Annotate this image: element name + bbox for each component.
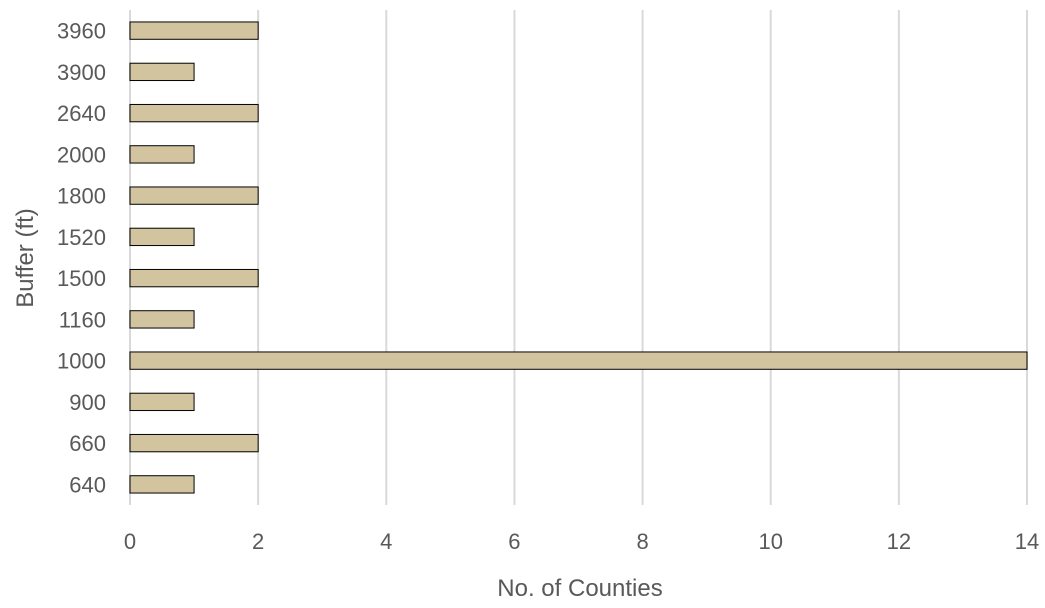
bar-1800 [129,186,259,205]
x-axis-title: No. of Counties [497,575,662,602]
bars [129,21,1028,494]
bar-640 [129,475,195,494]
y-tick-label: 1500 [57,266,106,291]
bar-1000 [129,351,1028,370]
y-tick-label: 640 [69,472,106,497]
y-tick-label: 1520 [57,225,106,250]
y-tick-label: 900 [69,390,106,415]
y-tick-label: 3900 [57,60,106,85]
bar-1160 [129,310,195,329]
x-tick-label: 8 [636,529,648,554]
bar-2640 [129,103,259,123]
x-tick-label: 2 [252,529,264,554]
x-tick-label: 6 [508,529,520,554]
y-tick-label: 1800 [57,184,106,209]
x-tick-label: 12 [887,529,911,554]
bar-3960 [129,21,259,40]
bar-1500 [129,268,259,288]
y-axis-title: Buffer (ft) [12,208,39,308]
y-tick-label: 2640 [57,101,106,126]
y-tick-label: 660 [69,431,106,456]
y-tick-label: 3960 [57,19,106,44]
bar-1520 [129,227,195,247]
x-tick-label: 10 [758,529,782,554]
y-tick-label: 1160 [59,307,106,332]
x-tick-labels: 0 2 4 6 8 10 12 14 [124,529,1039,554]
bar-660 [129,433,259,453]
y-tick-label: 1000 [57,349,106,374]
gridlines [129,10,1028,505]
y-tick-label: 2000 [57,142,106,167]
bar-2000 [129,145,195,164]
x-tick-label: 4 [380,529,392,554]
y-tick-labels: 640 660 900 1000 1160 1500 1520 1800 2000 2640 390… [57,19,106,498]
x-tick-label: 14 [1015,529,1039,554]
x-tick-label: 0 [124,529,136,554]
bar-3900 [129,62,195,82]
bar-900 [129,392,195,412]
